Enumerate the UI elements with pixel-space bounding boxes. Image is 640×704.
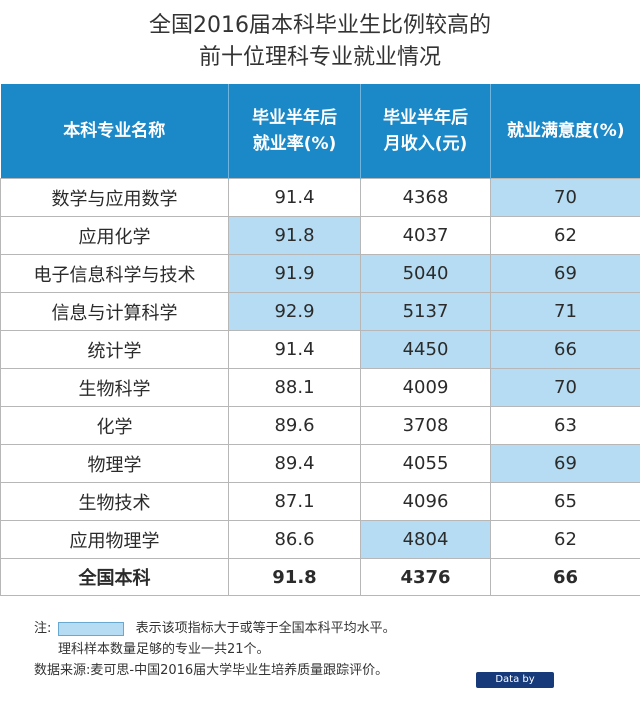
cell-major: 物理学 — [1, 445, 229, 483]
cell-employment: 86.6 — [229, 521, 361, 559]
cell-major: 应用物理学 — [1, 521, 229, 559]
note-label: 注: — [34, 621, 51, 636]
cell-major: 数学与应用数学 — [1, 179, 229, 217]
cell-income: 4009 — [361, 369, 491, 407]
cell-income: 5040 — [361, 255, 491, 293]
total-major: 全国本科 — [1, 559, 229, 596]
cell-employment: 91.4 — [229, 331, 361, 369]
header-employment: 毕业半年后就业率(%) — [229, 84, 361, 179]
cell-employment: 92.9 — [229, 293, 361, 331]
total-employment: 91.8 — [229, 559, 361, 596]
header-income: 毕业半年后月收入(元) — [361, 84, 491, 179]
cell-satisfaction: 70 — [491, 369, 640, 407]
cell-major: 化学 — [1, 407, 229, 445]
cell-employment: 87.1 — [229, 483, 361, 521]
cell-satisfaction: 70 — [491, 179, 640, 217]
cell-satisfaction: 62 — [491, 217, 640, 255]
title-line-1: 全国2016届本科毕业生比例较高的 — [0, 10, 640, 42]
cell-major: 生物技术 — [1, 483, 229, 521]
cell-major: 生物科学 — [1, 369, 229, 407]
cell-income: 4096 — [361, 483, 491, 521]
total-income: 4376 — [361, 559, 491, 596]
cell-income: 4368 — [361, 179, 491, 217]
sample-note: 理科样本数量足够的专业一共21个。 — [34, 639, 396, 660]
cell-major: 应用化学 — [1, 217, 229, 255]
cell-satisfaction: 69 — [491, 255, 640, 293]
cell-satisfaction: 63 — [491, 407, 640, 445]
total-satisfaction: 66 — [491, 559, 640, 596]
cell-income: 4037 — [361, 217, 491, 255]
cell-satisfaction: 69 — [491, 445, 640, 483]
cell-income: 4055 — [361, 445, 491, 483]
legend-note: 注: 表示该项指标大于或等于全国本科平均水平。 — [34, 618, 396, 639]
data-table: 本科专业名称 毕业半年后就业率(%) 毕业半年后月收入(元) 就业满意度(%) … — [0, 84, 640, 596]
cell-income: 3708 — [361, 407, 491, 445]
chart-title: 全国2016届本科毕业生比例较高的 前十位理科专业就业情况 — [0, 10, 640, 74]
title-line-2: 前十位理科专业就业情况 — [0, 42, 640, 74]
cell-employment: 91.8 — [229, 217, 361, 255]
cell-employment: 91.4 — [229, 179, 361, 217]
header-row: 本科专业名称 毕业半年后就业率(%) 毕业半年后月收入(元) 就业满意度(%) — [1, 84, 640, 179]
cell-major: 统计学 — [1, 331, 229, 369]
cell-employment: 91.9 — [229, 255, 361, 293]
cell-major: 信息与计算科学 — [1, 293, 229, 331]
cell-employment: 89.6 — [229, 407, 361, 445]
source-note: 数据来源:麦可思-中国2016届大学毕业生培养质量跟踪评价。 — [34, 660, 396, 681]
header-satisfaction: 就业满意度(%) — [491, 84, 640, 179]
cell-satisfaction: 62 — [491, 521, 640, 559]
notes: 注: 表示该项指标大于或等于全国本科平均水平。 理科样本数量足够的专业一共21个… — [34, 618, 396, 681]
header-major: 本科专业名称 — [1, 84, 229, 179]
cell-major: 电子信息科学与技术 — [1, 255, 229, 293]
cell-employment: 89.4 — [229, 445, 361, 483]
legend-text: 表示该项指标大于或等于全国本科平均水平。 — [136, 621, 396, 636]
cell-income: 4804 — [361, 521, 491, 559]
legend-swatch — [58, 622, 124, 636]
cell-satisfaction: 66 — [491, 331, 640, 369]
cell-satisfaction: 71 — [491, 293, 640, 331]
cell-income: 5137 — [361, 293, 491, 331]
source-badge: Data by MyCOS — [476, 672, 554, 688]
cell-employment: 88.1 — [229, 369, 361, 407]
cell-satisfaction: 65 — [491, 483, 640, 521]
cell-income: 4450 — [361, 331, 491, 369]
